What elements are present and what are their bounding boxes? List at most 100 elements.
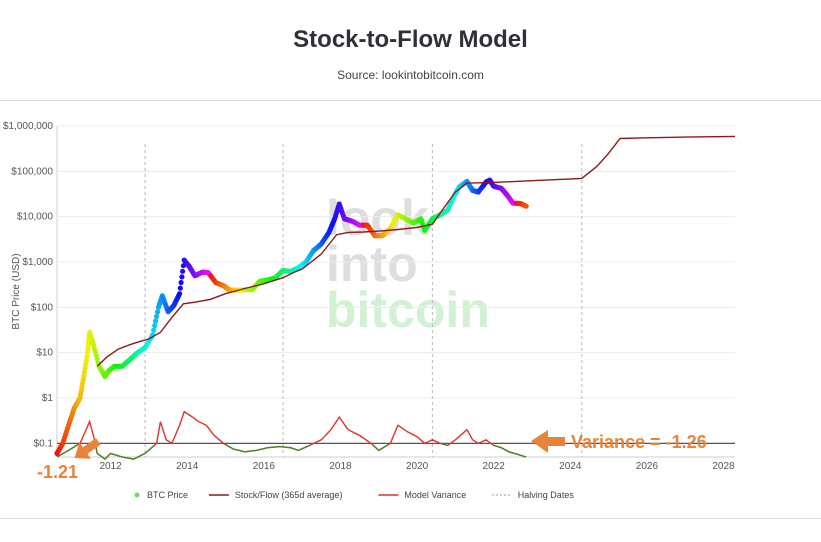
variance-low-segment [59,453,64,456]
btc-price-point [83,358,89,364]
y-tick-label: $10 [36,348,53,359]
variance-low-series [56,443,527,460]
btc-price-point [82,365,88,372]
variance-low-segment [141,452,146,456]
variance-low-segment [300,447,305,450]
variance-low-segment [298,448,302,452]
variance-low-segment [105,455,109,459]
variance-low-segment [443,443,446,446]
btc-price-point [83,361,89,368]
watermark-into: into [326,236,418,292]
watermark: look into bitcoin [326,190,490,338]
chart-subtitle: Source: lookintobitcoin.com [337,68,484,82]
btc-price-point [177,285,183,291]
variance-low-segment [71,446,75,450]
watermark-bitcoin: bitcoin [326,282,490,338]
arrow-right-annotation-icon [531,430,565,453]
btc-price-point [178,279,184,286]
btc-price-point [179,274,185,280]
annotations: -1.21 Variance = -1.26 [37,430,707,482]
variance-low-segment [306,444,311,448]
variance-low-segment [290,447,293,450]
variance-low-segment [374,446,378,450]
variance-low-segment [381,446,385,450]
stock-to-flow-line [96,135,736,367]
variance-low-segment [512,452,515,455]
btc-price-point [151,327,157,333]
variance-low-segment [497,445,500,448]
y-axis-label: BTC Price (USD) [11,253,22,329]
variance-low-segment [238,449,242,452]
y-tick-label: $100 [31,302,54,313]
variance-low-segment [113,453,117,456]
variance-low-segment [124,456,129,459]
variance-low-segment [139,454,143,457]
variance-low-segment [292,447,295,450]
variance-low-segment [133,457,137,460]
variance-low-segment [372,444,376,448]
btc-price-point [81,369,88,375]
variance-low-segment [521,454,525,457]
variance-low-segment [516,453,520,456]
series-layer [54,135,736,461]
chart-panel: look into bitcoin $0.1 $1 $10 $100 $1,000 $10… [0,100,821,519]
annotation-current-variance: Variance = -1.26 [571,432,707,452]
y-tick-label: $1,000,000 [3,121,53,132]
variance-low-segment [495,445,498,448]
variance-low-segment [108,452,112,456]
x-tick-label: 2018 [329,461,352,472]
btc-price-point [155,309,161,315]
x-tick-label: 2020 [406,461,429,472]
btc-price-point [152,322,158,329]
variance-low-segment [500,447,504,450]
x-tick-label: 2022 [483,461,506,472]
variance-low-segment [518,454,522,457]
legend-item: BTC Price [134,490,188,500]
variance-low-segment [121,456,126,459]
x-tick-label: 2012 [100,461,123,472]
x-tick-label: 2016 [253,461,276,472]
variance-low-segment [65,449,69,453]
variance-low-segment [264,447,268,450]
legend-label: BTC Price [147,490,188,500]
legend-item: Model Variance [378,490,466,500]
x-axis-ticks: 2012 2014 2016 2018 2020 2022 2024 2026 2028 [100,461,736,472]
btc-price-point [154,313,160,319]
variance-low-segment [230,446,234,450]
y-axis-ticks: $0.1 $1 $10 $100 $1,000 $10,000 $100,000 $1,000… [3,121,53,449]
halving-lines [144,144,583,457]
y-tick-label: $1 [42,393,54,404]
legend: BTC Price Stock/Flow (365d average) Model … [134,490,574,500]
variance-low-segment [127,457,131,460]
variance-low-segment [261,447,265,450]
variance-low-segment [303,446,308,449]
variance-low-segment [256,449,260,452]
x-tick-label: 2014 [176,461,199,472]
variance-low-segment [376,448,380,451]
variance-low-segment [502,448,506,451]
variance-low-segment [130,457,134,460]
legend-label: Model Variance [404,490,466,500]
variance-low-segment [144,450,149,454]
variance-low-segment [98,454,102,457]
variance-low-segment [95,448,98,454]
variance-low-segment [110,452,114,455]
btc-price-series [54,177,529,456]
variance-low-segment [104,457,107,460]
variance-low-segment [147,447,152,452]
variance-low-segment [504,449,508,452]
annotation-start-variance: -1.21 [37,462,78,482]
variance-low-segment [258,448,263,451]
btc-price-point [180,268,186,274]
variance-low-segment [116,454,120,457]
btc-price-point [523,203,529,209]
variance-low-segment [136,455,140,459]
legend-item: Stock/Flow (365d average) [208,490,342,500]
variance-low-segment [150,445,155,449]
variance-low-segment [68,448,72,451]
arrow-left-annotation-icon [74,438,101,459]
variance-low-segment [493,444,496,447]
x-tick-label: 2024 [559,461,582,472]
variance-low-segment [241,450,245,453]
y-tick-label: $100,000 [11,166,53,177]
